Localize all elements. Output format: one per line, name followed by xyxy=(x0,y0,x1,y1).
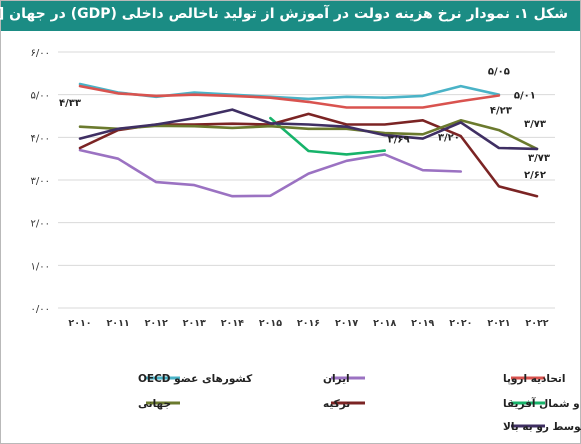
x-tick-label: ۲۰۱۵ xyxy=(259,318,282,329)
data-label: ۵/۰۵ xyxy=(488,67,510,78)
legend-label: اتحادیه اروپا xyxy=(503,373,565,385)
chart-title: شکل ۱. نمودار نرخ هزینه دولت در آموزش از… xyxy=(0,6,568,22)
x-tick-label: ۲۰۱۷ xyxy=(335,318,358,329)
x-tick-label: ۲۰۲۲ xyxy=(525,318,548,329)
data-label: ۳/۲۰ xyxy=(438,132,460,143)
legend-label: کشورهای با درآمد متوسط رو به بالا xyxy=(503,420,581,433)
data-label: ۵/۰۱ xyxy=(514,91,536,102)
y-tick-label: ۱/۰۰ xyxy=(31,261,50,272)
data-label: ۴/۲۳ xyxy=(490,106,512,117)
x-tick-label: ۲۰۱۳ xyxy=(183,318,206,329)
x-tick-label: ۲۰۱۸ xyxy=(373,318,396,329)
data-label: ۳/۷۳ xyxy=(524,119,546,130)
y-tick-label: ۵/۰۰ xyxy=(31,91,50,102)
series-line-0 xyxy=(78,82,501,101)
x-tick-label: ۲۰۱۰ xyxy=(68,318,91,329)
data-label: ۴/۳۳ xyxy=(59,98,81,109)
legend-label: ترکیه xyxy=(323,398,350,410)
data-label: ۲/۶۲ xyxy=(524,170,546,181)
title-bar: شکل ۱. نمودار نرخ هزینه دولت در آموزش از… xyxy=(0,1,580,31)
x-tick-label: ۲۰۲۱ xyxy=(487,318,510,329)
legend-label: ایران xyxy=(323,373,350,385)
data-label: ۳/۶۹ xyxy=(388,135,410,146)
legend-label: خاورمیانه و شمال آفریقا xyxy=(503,397,581,410)
y-tick-label: ۳/۰۰ xyxy=(31,176,50,187)
x-tick-label: ۲۰۱۴ xyxy=(221,318,244,329)
y-tick-label: ۰/۰۰ xyxy=(31,304,50,315)
legend-label: جهانی xyxy=(138,398,171,410)
series-line-2 xyxy=(78,148,463,198)
x-tick-label: ۲۰۱۲ xyxy=(145,318,168,329)
data-label: ۳/۷۳ xyxy=(528,153,550,164)
x-tick-label: ۲۰۱۱ xyxy=(106,318,129,329)
series-line-3 xyxy=(269,116,387,156)
x-tick-label: ۲۰۱۶ xyxy=(297,318,320,329)
y-tick-label: ۴/۰۰ xyxy=(31,133,50,144)
y-tick-label: ۲/۰۰ xyxy=(31,219,50,230)
legend-label: کشورهای عضو OECD xyxy=(138,373,253,385)
x-tick-label: ۲۰۲۰ xyxy=(449,318,472,329)
series-line-1 xyxy=(78,84,501,109)
series-line-6 xyxy=(78,108,539,151)
x-tick-label: ۲۰۱۹ xyxy=(411,318,434,329)
y-tick-label: ۶/۰۰ xyxy=(31,48,50,59)
